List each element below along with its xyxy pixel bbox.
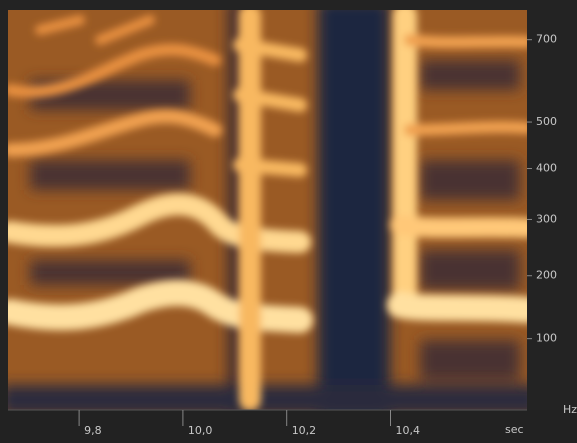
y-unit-label: Hz xyxy=(563,403,577,416)
y-tick-label: 300 xyxy=(536,212,557,225)
y-tick-label: 700 xyxy=(536,33,557,46)
x-unit-label: sec xyxy=(505,423,524,436)
spectrogram-view: sec Hz 9,8 10,0 10,2 10,4 100 200 300 400 500 700 xyxy=(0,0,577,443)
x-tick-label: 9,8 xyxy=(84,424,102,437)
x-tick-label: 10,0 xyxy=(188,424,213,437)
x-tick-label: 10,4 xyxy=(396,424,421,437)
x-tick-label: 10,2 xyxy=(292,424,317,437)
y-tick-label: 200 xyxy=(536,269,557,282)
y-tick-label: 100 xyxy=(536,332,557,345)
page: {"chart_data": {"type": "spectrogram", "… xyxy=(0,0,577,443)
y-tick-label: 400 xyxy=(536,162,557,175)
y-tick-label: 500 xyxy=(536,115,557,128)
spectrogram-image xyxy=(0,0,540,420)
